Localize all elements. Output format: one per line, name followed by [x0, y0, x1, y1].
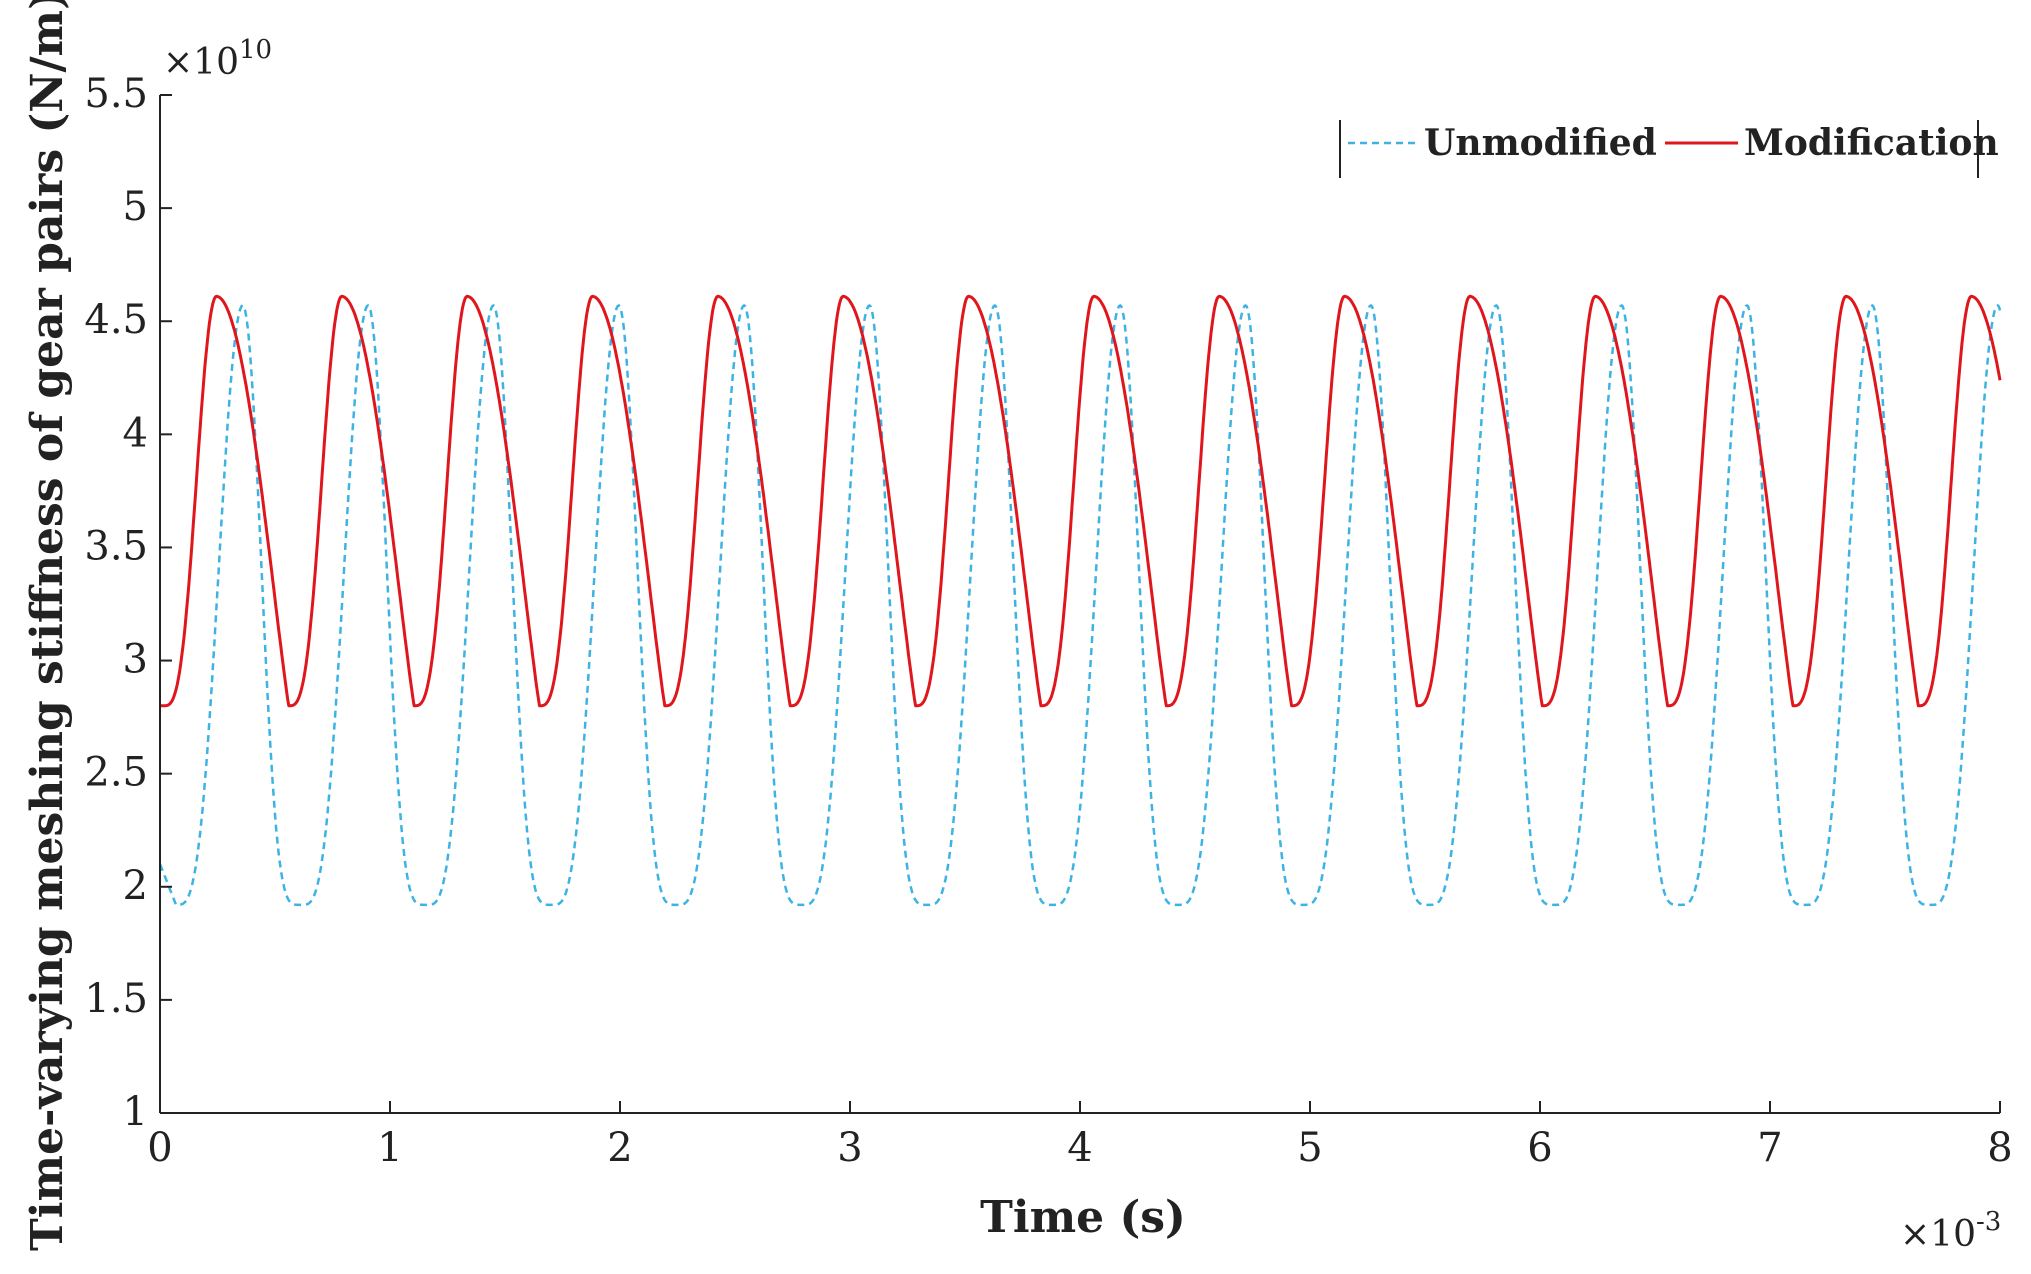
y-tick-label: 5 [123, 184, 148, 230]
x-exponent-power: -3 [1976, 1207, 2001, 1237]
y-tick-label: 1 [123, 1089, 148, 1135]
series-layer [158, 294, 2002, 907]
y-tick-label: 5.5 [84, 71, 148, 117]
x-tick-label: 0 [147, 1125, 172, 1171]
y-axis-title: Time-varying meshing stiffness of gear p… [22, 0, 73, 1251]
x-tick-label: 5 [1297, 1125, 1322, 1171]
y-tick-label: 3.5 [84, 523, 148, 569]
series-line-unmodified [158, 304, 2002, 907]
y-tick-label: 1.5 [84, 976, 148, 1022]
y-exponent-label: ×1010 [163, 35, 272, 83]
x-tick-label: 7 [1757, 1125, 1782, 1171]
x-exponent-label: ×10-3 [1900, 1207, 2001, 1255]
legend: Unmodified Modification [1338, 118, 1999, 180]
x-tick-label: 8 [1987, 1125, 2012, 1171]
y-tick-label: 2.5 [84, 750, 148, 796]
legend-box [1338, 118, 1980, 180]
x-tick-label: 2 [607, 1125, 632, 1171]
y-tick-label: 2 [123, 863, 148, 909]
series-line-modification [159, 294, 2002, 708]
axes-layer: 0 1 2 3 4 5 6 7 811.522.533.544.555.5 [84, 71, 2012, 1171]
legend-label-modification: Modification [1744, 122, 1999, 164]
y-tick-label: 4 [123, 410, 148, 456]
x-tick-label: 4 [1067, 1125, 1092, 1171]
x-tick-label: 3 [837, 1125, 862, 1171]
y-tick-label: 4.5 [84, 297, 148, 343]
x-axis-title: Time (s) [980, 1192, 1186, 1243]
legend-label-unmodified: Unmodified [1424, 122, 1657, 164]
y-tick-label: 3 [123, 637, 148, 683]
x-tick-label: 6 [1527, 1125, 1552, 1171]
y-exponent-power: 10 [239, 35, 272, 65]
x-tick-label: 1 [377, 1125, 402, 1171]
labels-layer: Time (s) Time-varying meshing stiffness … [22, 0, 2001, 1255]
